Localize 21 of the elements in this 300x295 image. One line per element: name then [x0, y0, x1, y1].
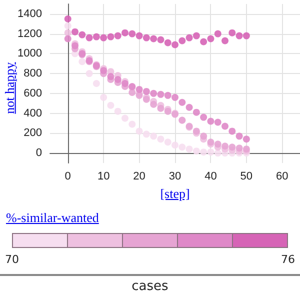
- color-bar-label: 76: [281, 253, 295, 266]
- x-tick-label: 10: [97, 170, 110, 182]
- text: cases: [130, 279, 170, 294]
- x-tick-label: 20: [133, 170, 146, 182]
- y-axis-title: not happy: [2, 62, 18, 114]
- y-tick-label: 800: [24, 68, 42, 80]
- y-tick-label: 1000: [18, 48, 42, 60]
- x-tick-label: 50: [240, 170, 253, 182]
- y-tick-label: 600: [24, 87, 42, 100]
- x-tick-label: 60: [276, 170, 288, 182]
- color-bar-label: 70: [5, 253, 19, 266]
- x-tick-label: 30: [168, 170, 182, 182]
- x-tick-label: 0: [64, 170, 71, 182]
- color-bar-title: %-similar-wanted: [6, 210, 99, 226]
- y-tick-label: 0: [36, 147, 42, 160]
- y-tick-label: 200: [24, 127, 42, 140]
- x-tick-label: 40: [204, 170, 217, 182]
- x-axis-title: [step]: [160, 186, 190, 202]
- y-tick-label: 1400: [18, 8, 42, 20]
- y-tick-label: 1200: [18, 28, 42, 40]
- y-tick-label: 400: [24, 107, 42, 120]
